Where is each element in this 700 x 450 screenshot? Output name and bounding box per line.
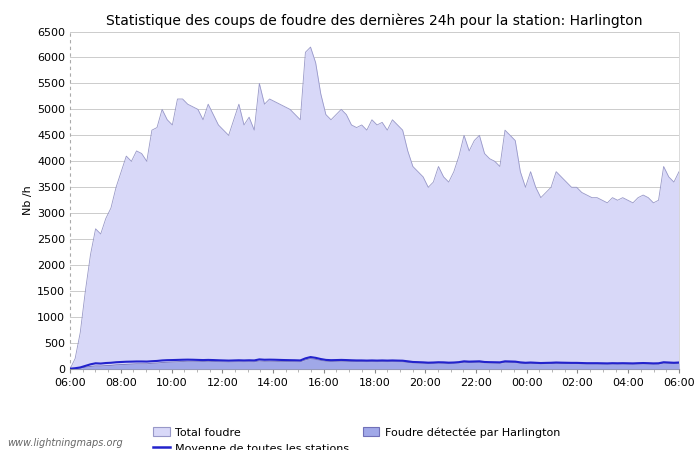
- Legend: Total foudre, Moyenne de toutes les stations, Foudre détectée par Harlington: Total foudre, Moyenne de toutes les stat…: [148, 423, 565, 450]
- Y-axis label: Nb /h: Nb /h: [23, 185, 33, 215]
- Text: www.lightningmaps.org: www.lightningmaps.org: [7, 438, 122, 448]
- Title: Statistique des coups de foudre des dernières 24h pour la station: Harlington: Statistique des coups de foudre des dern…: [106, 13, 643, 27]
